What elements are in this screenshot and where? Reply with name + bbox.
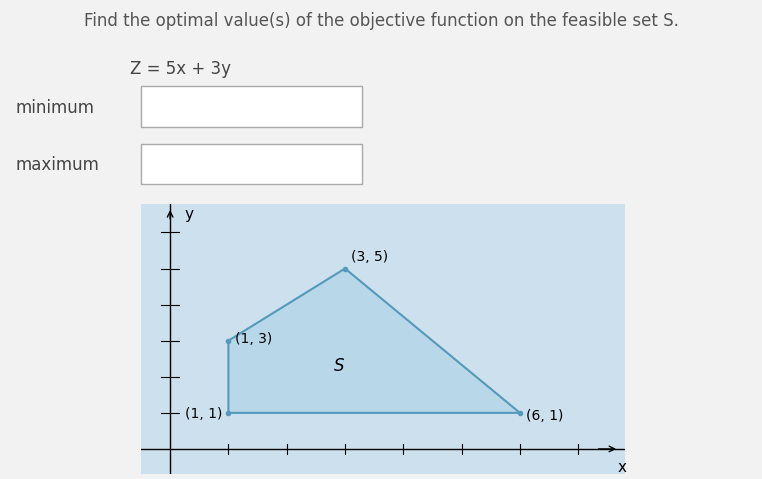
- Polygon shape: [229, 269, 520, 413]
- Text: Find the optimal value(s) of the objective function on the feasible set S.: Find the optimal value(s) of the objecti…: [84, 12, 678, 30]
- Text: x: x: [617, 460, 626, 475]
- Text: y: y: [184, 207, 194, 222]
- Text: maximum: maximum: [15, 156, 99, 174]
- Text: Z = 5x + 3y: Z = 5x + 3y: [130, 60, 231, 78]
- Text: minimum: minimum: [15, 99, 94, 117]
- Text: S: S: [334, 357, 344, 375]
- Bar: [141, 144, 362, 184]
- Text: (6, 1): (6, 1): [526, 409, 563, 422]
- Bar: [141, 86, 362, 127]
- Text: (3, 5): (3, 5): [351, 250, 388, 264]
- Text: (1, 1): (1, 1): [185, 408, 223, 422]
- Text: (1, 3): (1, 3): [235, 332, 273, 346]
